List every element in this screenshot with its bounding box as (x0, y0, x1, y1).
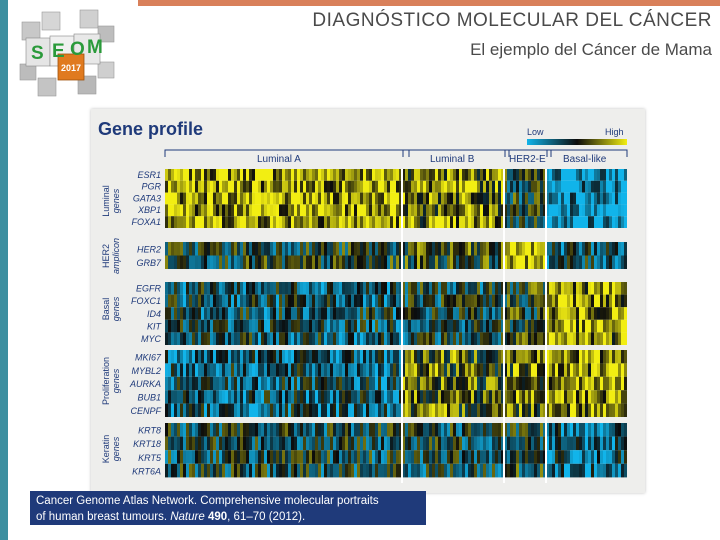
gene-profile-svg: Gene profile Low High Luminal A Luminal … (98, 119, 628, 483)
citation-box: Cancer Genome Atlas Network. Comprehensi… (30, 491, 426, 525)
seom-logo: S E O M 2017 (19, 9, 115, 97)
svg-text:HER2: HER2 (101, 244, 111, 268)
gene-label-mybl2: MYBL2 (131, 366, 161, 376)
citation-journal: Nature (170, 511, 205, 523)
gene-label-myc: MYC (141, 334, 162, 344)
group-label-basal: Basal genes (101, 296, 121, 321)
gene-label-mki67: MKI67 (135, 352, 162, 362)
slide-subtitle: El ejemplo del Cáncer de Mama (470, 40, 712, 59)
gene-label-krt18: KRT18 (133, 439, 161, 449)
figure-title: Gene profile (98, 119, 203, 139)
citation-volume: 490 (207, 511, 228, 523)
gene-label-egfr: EGFR (136, 284, 162, 294)
svg-text:amplicon: amplicon (111, 238, 121, 274)
slide-title: DIAGNÓSTICO MOLECULAR DEL CÁNCER (312, 10, 712, 31)
svg-text:genes: genes (111, 188, 121, 213)
gene-label-her2: HER2 (137, 245, 161, 255)
gene-label-id4: ID4 (147, 309, 161, 319)
gene-label-krt5: KRT5 (138, 453, 162, 463)
top-accent-rule (138, 0, 720, 6)
subtype-label-luminal-a: Luminal A (257, 154, 301, 165)
svg-text:Basal: Basal (101, 298, 111, 321)
gene-profile-figure: Gene profile Low High Luminal A Luminal … (91, 109, 645, 493)
gene-label-krt8: KRT8 (138, 426, 161, 436)
svg-text:O: O (70, 39, 85, 60)
gene-label-pgr: PGR (141, 182, 161, 192)
cube-cluster-logo-icon: S E O M 2017 (19, 9, 115, 97)
legend-high-label: High (605, 127, 624, 137)
group-label-keratin: Keratin genes (101, 435, 121, 464)
subtype-brackets (164, 149, 628, 157)
gene-label-xbp1: XBP1 (137, 205, 161, 215)
gene-label-aurka: AURKA (129, 379, 161, 389)
svg-text:Proliferation: Proliferation (101, 357, 111, 405)
gene-label-kit: KIT (147, 321, 163, 331)
group-label-proliferation: Proliferation genes (101, 357, 121, 405)
gene-label-gata3: GATA3 (133, 193, 161, 203)
group-label-her2-amplicon: HER2 amplicon (101, 238, 121, 274)
citation-pages: , 61–70 (2012). (227, 511, 306, 523)
gene-label-krt6a: KRT6A (132, 466, 161, 476)
left-accent-bar (0, 0, 8, 540)
gene-label-grb7: GRB7 (136, 258, 162, 268)
svg-text:genes: genes (111, 368, 121, 393)
subtype-label-basal-like: Basal-like (563, 154, 607, 165)
svg-text:S: S (31, 43, 44, 64)
gene-label-esr1: ESR1 (137, 170, 161, 180)
citation-line-1: Cancer Genome Atlas Network. Comprehensi… (36, 495, 379, 507)
svg-text:Luminal: Luminal (101, 185, 111, 217)
citation-prefix: of human breast tumours. (36, 511, 171, 523)
svg-text:genes: genes (111, 436, 121, 461)
gene-label-foxc1: FOXC1 (131, 296, 161, 306)
heatmap (165, 169, 627, 483)
logo-year: 2017 (61, 63, 81, 73)
legend-low-label: Low (527, 127, 544, 137)
svg-text:M: M (87, 37, 103, 58)
legend-color-scale (527, 139, 627, 145)
subtype-label-her2-e: HER2-E (509, 154, 546, 165)
citation-line-2: of human breast tumours. Nature 490, 61–… (36, 509, 426, 525)
gene-label-bub1: BUB1 (137, 393, 161, 403)
svg-text:genes: genes (111, 296, 121, 321)
group-label-luminal: Luminal genes (101, 185, 121, 217)
svg-text:Keratin: Keratin (101, 435, 111, 464)
svg-text:E: E (52, 41, 65, 62)
subtype-label-luminal-b: Luminal B (430, 154, 475, 165)
gene-label-foxa1: FOXA1 (131, 217, 161, 227)
gene-label-cenpf: CENPF (130, 406, 161, 416)
